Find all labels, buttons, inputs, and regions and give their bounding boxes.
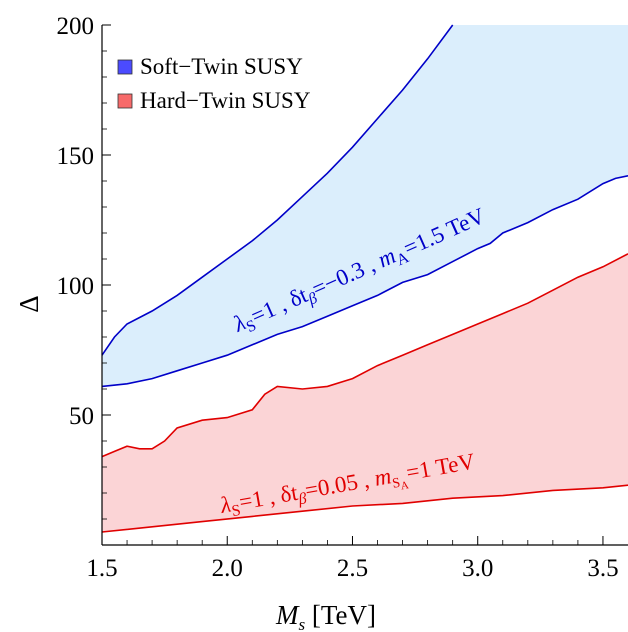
hard-upper-line xyxy=(101,253,628,458)
hard-area-fill xyxy=(102,253,628,533)
soft-upper-line xyxy=(101,24,454,356)
axis-ticks: 1.5 2.0 2.5 3.0 3.5 50 100 150 200 xyxy=(57,13,619,582)
legend-label-hard: Hard−Twin SUSY xyxy=(140,88,311,113)
plot-areas xyxy=(101,24,628,533)
y-axis-title: Δ xyxy=(14,295,44,312)
y-tick-label: 100 xyxy=(57,273,95,300)
y-tick-label: 150 xyxy=(57,143,95,170)
legend-swatch-hard xyxy=(117,93,133,109)
y-tick-label: 50 xyxy=(69,403,94,430)
hard-lower-line xyxy=(101,484,628,533)
x-tick-label: 2.0 xyxy=(212,555,243,582)
x-tick-label: 2.5 xyxy=(337,555,368,582)
legend: Soft−Twin SUSY Hard−Twin SUSY xyxy=(117,54,311,113)
soft-area-fill xyxy=(102,25,628,387)
x-axis-title: Ms [TeV] xyxy=(275,600,376,632)
soft-lower-line xyxy=(101,175,628,388)
legend-swatch-soft xyxy=(117,59,133,75)
x-tick-label: 1.5 xyxy=(86,555,117,582)
x-tick-label: 3.0 xyxy=(462,555,493,582)
y-tick-label: 200 xyxy=(57,13,95,40)
x-tick-label: 3.5 xyxy=(587,555,618,582)
legend-label-soft: Soft−Twin SUSY xyxy=(140,54,303,79)
